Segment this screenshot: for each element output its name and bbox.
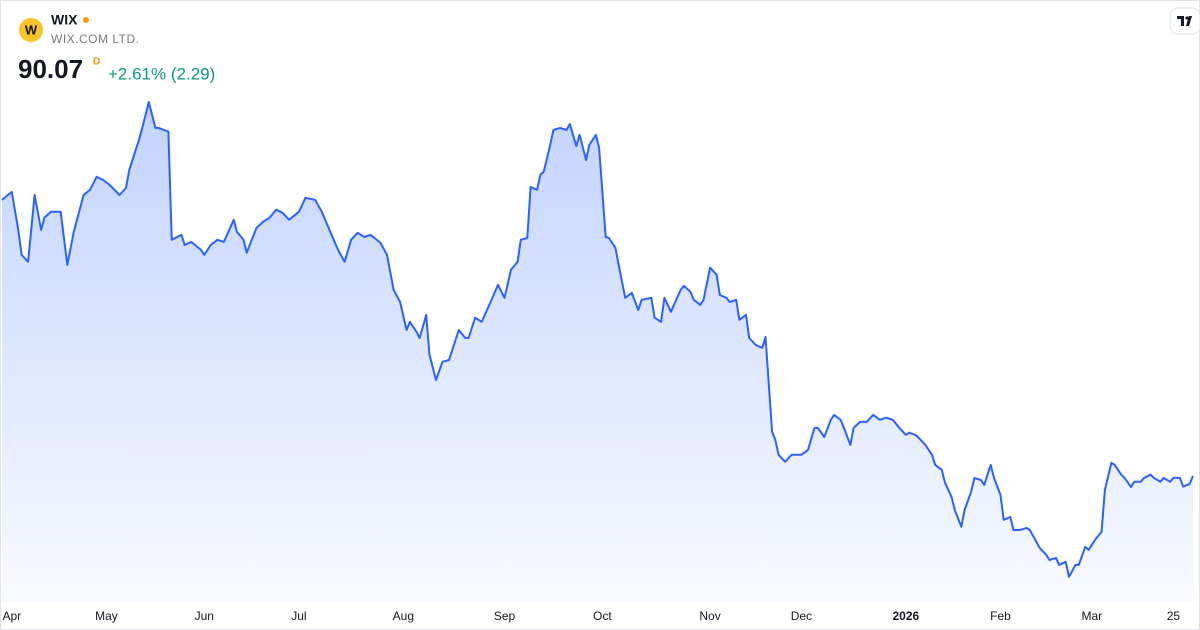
x-tick-label: Jul (291, 609, 306, 623)
change: +2.61% (2.29) (108, 64, 215, 83)
tv-logo (1169, 7, 1200, 35)
price: 90.07 (18, 54, 83, 84)
company: WIX.COM LTD. (51, 32, 139, 46)
x-tick-label: Sep (494, 609, 516, 623)
x-tick-label: Dec (791, 609, 812, 623)
x-tick-label: Apr (2, 609, 21, 623)
x-tick-label: Aug (393, 609, 414, 623)
x-tick-label: Oct (593, 609, 612, 623)
symbol: WIX (51, 12, 78, 28)
x-tick-label: Mar (1082, 609, 1103, 623)
price-line (1, 101, 1194, 578)
logo-letter: W (25, 22, 38, 37)
area-fill (2, 102, 1193, 602)
x-tick-label: May (95, 609, 118, 623)
x-tick-label: 25 (1167, 609, 1181, 623)
x-tick-label: 2026 (893, 609, 920, 623)
x-tick-label: Feb (990, 609, 1011, 623)
x-tick-label: Jun (195, 609, 214, 623)
interval: D (93, 57, 100, 68)
status-dot (83, 17, 89, 23)
logo (19, 18, 43, 42)
x-tick-label: Nov (699, 609, 720, 623)
